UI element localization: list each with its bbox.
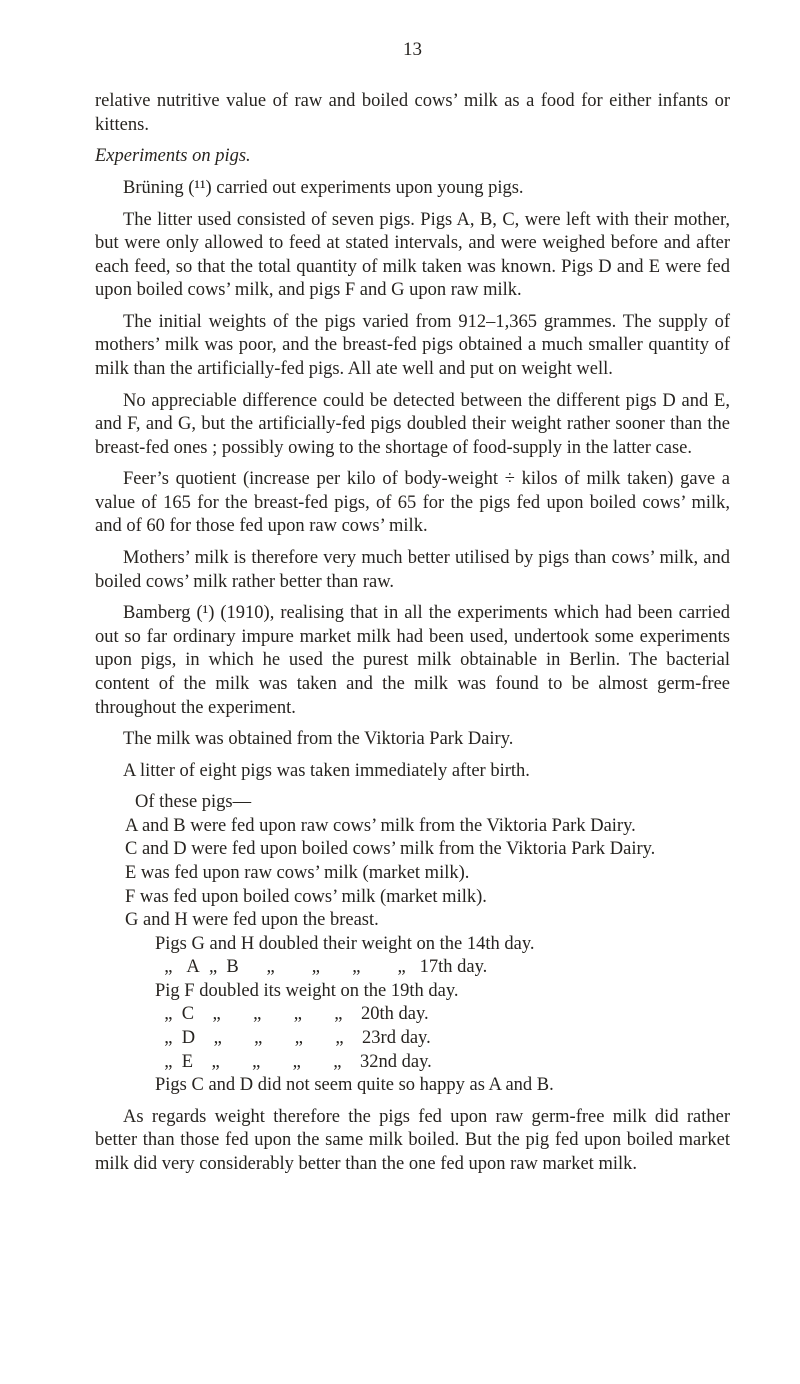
list-item-p6: „ E „ „ „ „ 32nd day. [95, 1051, 730, 1075]
document-page: 13 relative nutritive value of raw and b… [0, 0, 800, 1384]
paragraph-6: No appreciable difference could be detec… [95, 390, 730, 461]
paragraph-11: A litter of eight pigs was taken immedia… [95, 760, 730, 784]
paragraph-9: Bamberg (¹) (1910), realising that in al… [95, 602, 730, 720]
list-item-p3: Pig F doubled its weight on the 19th day… [95, 980, 730, 1004]
paragraph-1: relative nutritive value of raw and boil… [95, 90, 730, 137]
list-item-a: A and B were fed upon raw cows’ milk fro… [95, 815, 730, 839]
list-item-p1: Pigs G and H doubled their weight on the… [95, 933, 730, 957]
paragraph-8: Mothers’ milk is therefore very much bet… [95, 547, 730, 594]
list-item-p4: „ C „ „ „ „ 20th day. [95, 1003, 730, 1027]
list-item-p5: „ D „ „ „ „ 23rd day. [95, 1027, 730, 1051]
paragraph-10: The milk was obtained from the Viktoria … [95, 728, 730, 752]
list-item-f: F was fed upon boiled cows’ milk (market… [95, 886, 730, 910]
page-number: 13 [95, 38, 730, 62]
pigs-list: Of these pigs— A and B were fed upon raw… [95, 791, 730, 1098]
section-heading-experiments: Experiments on pigs. [95, 145, 730, 169]
list-item-e: E was fed upon raw cows’ milk (market mi… [95, 862, 730, 886]
list-item-g: G and H were fed upon the breast. [95, 909, 730, 933]
list-item-c: C and D were fed upon boiled cows’ milk … [95, 838, 730, 862]
paragraph-5: The initial weights of the pigs varied f… [95, 311, 730, 382]
list-item-p2: „ A „ B „ „ „ „ 17th day. [95, 956, 730, 980]
paragraph-7: Feer’s quotient (increase per kilo of bo… [95, 468, 730, 539]
list-item-p7: Pigs C and D did not seem quite so happy… [95, 1074, 730, 1098]
list-intro: Of these pigs— [95, 791, 730, 815]
paragraph-4: The litter used consisted of seven pigs.… [95, 209, 730, 303]
paragraph-3: Brüning (¹¹) carried out experiments upo… [95, 177, 730, 201]
paragraph-12: As regards weight therefore the pigs fed… [95, 1106, 730, 1177]
